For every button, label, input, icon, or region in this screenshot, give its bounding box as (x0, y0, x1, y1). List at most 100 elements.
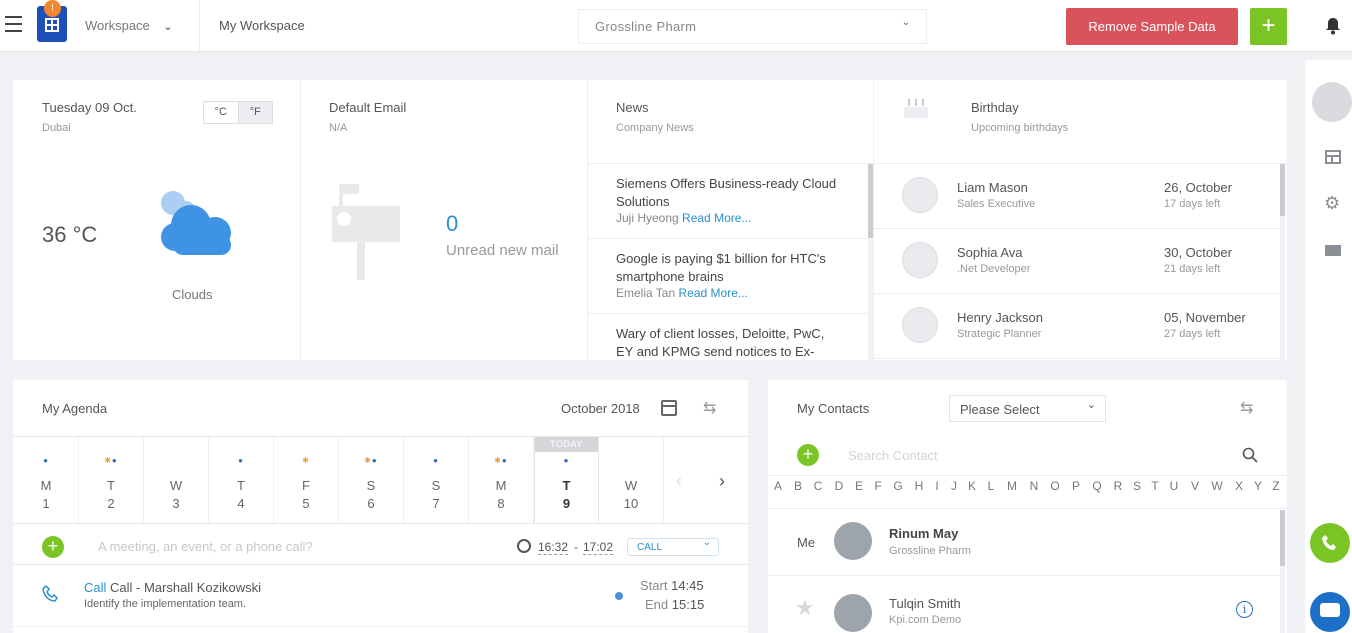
contact-row[interactable]: Me Rinum May Grossline Pharm (768, 510, 1280, 576)
event-title: Call Call - Marshall Kozikowski (84, 580, 261, 595)
letter-filter[interactable]: P (1071, 479, 1080, 493)
day-cell[interactable]: W 10 (599, 437, 664, 523)
letter-filter[interactable]: Q (1092, 479, 1102, 493)
info-icon[interactable]: i (1236, 601, 1253, 618)
divider (199, 0, 200, 52)
day-number: 3 (172, 496, 180, 511)
star-icon[interactable]: ★ (795, 595, 815, 620)
letter-filter[interactable]: F (874, 479, 882, 493)
search-icon[interactable] (1242, 447, 1258, 466)
contact-search-input[interactable]: Search Contact (848, 448, 938, 463)
event-type-link[interactable]: Call (84, 580, 107, 595)
letter-filter[interactable]: O (1050, 479, 1060, 493)
letter-filter[interactable]: A (773, 479, 782, 493)
time-start[interactable]: 16:32 (538, 540, 569, 555)
start-time: 14:45 (671, 578, 704, 593)
news-item[interactable]: Google is paying $1 billion for HTC's sm… (588, 239, 868, 314)
birthday-row[interactable]: Liam Mason Sales Executive 26, October 1… (874, 164, 1280, 229)
birthday-row[interactable]: Sophia Ava .Net Developer 30, October 21… (874, 229, 1280, 294)
chevron-left-icon[interactable]: ‹ (676, 471, 682, 491)
day-cell[interactable]: ✱● M 8 (469, 437, 534, 523)
day-cell[interactable]: ● M 1 (14, 437, 79, 523)
phone-button[interactable] (1310, 523, 1350, 563)
refresh-icon[interactable]: ⇆ (1240, 400, 1254, 417)
day-number: 2 (107, 496, 115, 511)
letter-filter[interactable]: B (793, 479, 802, 493)
avatar[interactable] (1312, 82, 1352, 122)
workspace-dropdown[interactable]: Workspace ⌄ (85, 18, 173, 33)
letter-filter[interactable]: Y (1253, 479, 1262, 493)
day-cell[interactable]: ● T 4 (209, 437, 274, 523)
day-cell[interactable]: ✱● S 6 (339, 437, 404, 523)
day-cell-today[interactable]: TODAY ● T 9 (534, 437, 599, 523)
day-number: 7 (432, 496, 440, 511)
birthday-role: .Net Developer (957, 263, 1031, 275)
remove-sample-data-button[interactable]: Remove Sample Data (1066, 8, 1238, 45)
celsius-button[interactable]: °C (214, 106, 227, 118)
fahrenheit-button[interactable]: °F (237, 102, 272, 123)
day-cell[interactable]: ● S 7 (404, 437, 469, 523)
layout-icon[interactable] (1325, 150, 1341, 164)
chevron-right-icon[interactable]: › (719, 471, 725, 491)
breadcrumb[interactable]: My Workspace (219, 18, 305, 33)
news-item[interactable]: Wary of client losses, Deloitte, PwC, EY… (588, 314, 868, 360)
event-type-value: CALL (637, 542, 663, 553)
avatar (834, 594, 872, 632)
event-description: Identify the implementation team. (84, 598, 247, 610)
start-label: Start (640, 578, 668, 593)
contacts-filter-select[interactable]: Please Select ⌄ (949, 395, 1106, 422)
birthday-name: Sophia Ava (957, 245, 1023, 260)
letter-filter[interactable]: C (813, 479, 823, 493)
day-cell[interactable]: ✱ F 5 (274, 437, 339, 523)
letter-filter[interactable]: G (893, 479, 903, 493)
scrollbar[interactable] (868, 164, 873, 360)
letter-filter[interactable]: J (951, 479, 957, 493)
letter-filter[interactable]: N (1029, 479, 1039, 493)
chat-button[interactable] (1310, 592, 1350, 632)
letter-filter[interactable]: T (1151, 479, 1159, 493)
event-type-select[interactable]: CALL ⌄ (627, 537, 719, 556)
hamburger-menu-icon[interactable] (5, 16, 22, 32)
letter-filter[interactable]: R (1113, 479, 1123, 493)
letter-filter[interactable]: H (914, 479, 924, 493)
letter-filter[interactable]: S (1132, 479, 1141, 493)
read-more-link[interactable]: Read More... (682, 211, 752, 225)
refresh-icon[interactable]: ⇆ (703, 400, 717, 417)
letter-filter[interactable]: W (1211, 479, 1223, 493)
day-of-week: S (431, 478, 441, 493)
add-contact-button[interactable]: + (797, 444, 819, 466)
birthday-row[interactable]: Henry Jackson Strategic Planner 05, Nove… (874, 294, 1280, 359)
letter-filter[interactable]: K (967, 479, 976, 493)
news-item[interactable]: Siemens Offers Business-ready Cloud Solu… (588, 164, 868, 239)
letter-filter[interactable]: V (1190, 479, 1199, 493)
scrollbar[interactable] (1280, 510, 1285, 633)
letter-filter[interactable]: M (1007, 479, 1017, 493)
bell-icon[interactable] (1325, 17, 1341, 38)
today-badge: TODAY (535, 437, 598, 452)
news-title: News (616, 100, 649, 115)
read-more-link[interactable]: Read More... (678, 286, 748, 300)
calendar-icon[interactable] (661, 400, 677, 416)
unit-toggle: °C °F (203, 101, 273, 124)
letter-filter[interactable]: U (1169, 479, 1179, 493)
letter-filter[interactable]: E (854, 479, 863, 493)
gear-icon[interactable]: ⚙ (1324, 193, 1341, 213)
add-event-button[interactable]: + (42, 536, 64, 558)
day-cell[interactable]: ✱● T 2 (79, 437, 144, 523)
right-sidebar: ⚙ (1305, 60, 1352, 633)
letter-filter[interactable]: D (834, 479, 844, 493)
company-select[interactable]: Grossline Pharm ⌄ (578, 9, 927, 44)
agenda-event-row[interactable]: Call Call - Marshall Kozikowski Identify… (13, 565, 748, 627)
time-end[interactable]: 17:02 (583, 540, 614, 555)
contact-row[interactable]: ★ Tulqin Smith Kpi.com Demo i (768, 577, 1280, 633)
add-button[interactable]: + (1250, 8, 1287, 45)
status-dot (615, 592, 623, 600)
letter-filter[interactable]: I (935, 479, 939, 493)
letter-filter[interactable]: X (1234, 479, 1243, 493)
letter-filter[interactable]: L (987, 479, 995, 493)
letter-filter[interactable]: Z (1272, 479, 1280, 493)
mail-icon[interactable] (1325, 245, 1341, 256)
event-input[interactable]: A meeting, an event, or a phone call? (98, 539, 313, 554)
scrollbar[interactable] (1280, 164, 1285, 360)
